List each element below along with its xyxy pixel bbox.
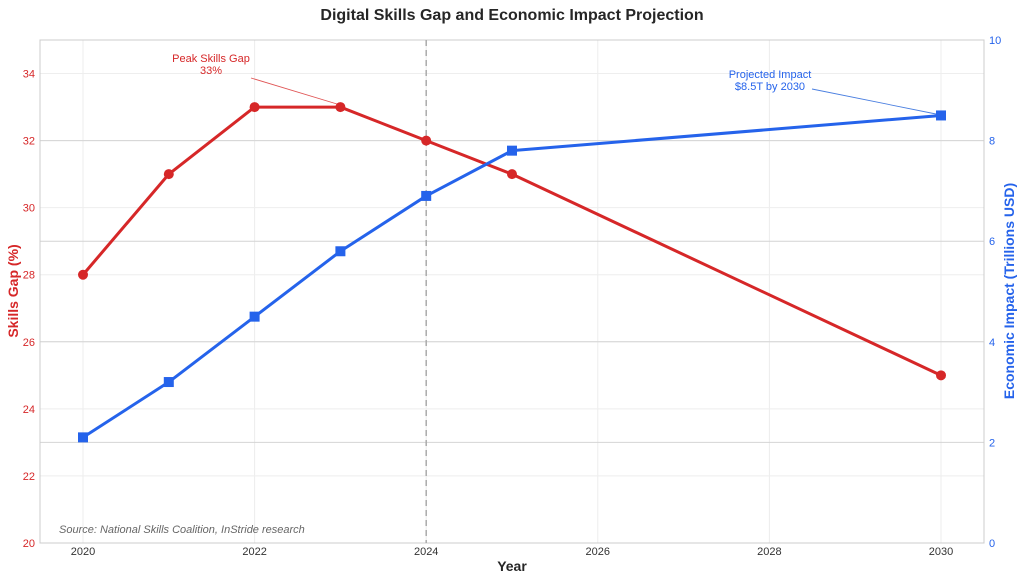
left-tick-label: 30 [23,203,35,215]
x-tick-label: 2028 [757,546,781,558]
left-axis-label: Skills Gap (%) [5,244,21,337]
annotation-arrows [250,77,937,115]
left-tick-label: 22 [23,471,35,483]
data-point-economic-impact [78,432,88,443]
left-tick-label: 24 [23,404,35,416]
chart-title: Digital Skills Gap and Economic Impact P… [320,7,703,24]
data-point-skills-gap [249,102,260,113]
left-tick-label: 26 [23,337,35,349]
data-point-skills-gap [335,102,346,113]
data-point-skills-gap [936,370,946,381]
right-tick-label: 2 [989,437,995,449]
left-tick-label: 32 [23,136,35,148]
right-tick-label: 6 [989,236,995,248]
series-line-economic-impact [82,113,942,439]
plot-frame [39,39,985,544]
data-point-economic-impact [507,145,517,156]
annotation-peak-line-2: 33% [200,65,222,77]
grid [40,40,984,544]
left-axis-ticks: 20 22 24 26 28 30 32 34 [23,69,35,550]
x-tick-label: 2024 [414,546,438,558]
right-axis-ticks: 0 2 4 6 8 10 [989,35,1001,550]
data-point-skills-gap [163,169,174,180]
data-point-economic-impact [163,377,174,388]
x-tick-label: 2030 [929,546,953,558]
data-point-skills-gap [421,135,432,146]
data-point-skills-gap [507,169,517,180]
annotation-impact-line-1: Projected Impact [729,69,812,81]
x-tick-label: 2026 [586,546,610,558]
data-point-economic-impact [249,311,260,322]
series-layer [78,102,946,443]
left-tick-label: 28 [23,270,35,282]
annotation-impact-line-2: $8.5T by 2030 [735,81,805,93]
right-tick-label: 8 [989,136,995,148]
x-axis-label: Year [497,558,527,574]
x-tick-label: 2020 [71,546,95,558]
right-tick-label: 10 [989,35,1001,47]
left-tick-label: 20 [23,538,35,550]
right-tick-label: 4 [989,337,995,349]
annotation-arrow-impact [811,88,937,115]
right-tick-label: 0 [989,538,995,550]
right-axis-label: Economic Impact (Trillions USD) [1001,183,1017,399]
data-point-economic-impact [335,246,346,257]
data-point-economic-impact [936,110,946,121]
annotation-peak-line-1: Peak Skills Gap [172,53,250,65]
left-tick-label: 34 [23,69,35,81]
data-point-economic-impact [421,190,432,201]
annotation-arrow-peak [250,77,338,105]
data-point-skills-gap [78,269,88,280]
x-tick-label: 2022 [242,546,266,558]
x-axis-ticks: 2020 2022 2024 2026 2028 2030 [71,546,953,558]
source-note: Source: National Skills Coalition, InStr… [59,524,305,536]
